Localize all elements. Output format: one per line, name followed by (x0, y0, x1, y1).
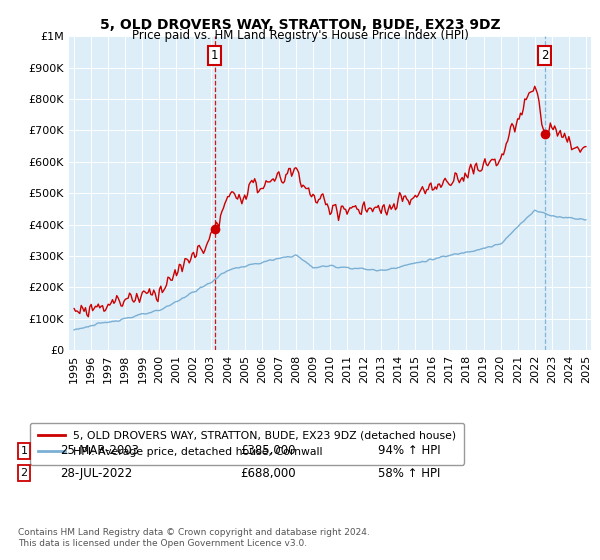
Text: 58% ↑ HPI: 58% ↑ HPI (378, 466, 440, 480)
Text: 25-MAR-2003: 25-MAR-2003 (60, 444, 139, 458)
Text: 5, OLD DROVERS WAY, STRATTON, BUDE, EX23 9DZ: 5, OLD DROVERS WAY, STRATTON, BUDE, EX23… (100, 18, 500, 32)
Text: 28-JUL-2022: 28-JUL-2022 (60, 466, 132, 480)
Text: Contains HM Land Registry data © Crown copyright and database right 2024.
This d: Contains HM Land Registry data © Crown c… (18, 528, 370, 548)
Legend: 5, OLD DROVERS WAY, STRATTON, BUDE, EX23 9DZ (detached house), HPI: Average pric: 5, OLD DROVERS WAY, STRATTON, BUDE, EX23… (30, 423, 464, 465)
Text: 1: 1 (211, 49, 218, 62)
Text: £688,000: £688,000 (240, 466, 296, 480)
Text: £385,000: £385,000 (240, 444, 296, 458)
Text: 2: 2 (541, 49, 548, 62)
Text: 2: 2 (20, 468, 28, 478)
Text: 1: 1 (20, 446, 28, 456)
Text: Price paid vs. HM Land Registry's House Price Index (HPI): Price paid vs. HM Land Registry's House … (131, 29, 469, 42)
Text: 94% ↑ HPI: 94% ↑ HPI (378, 444, 440, 458)
